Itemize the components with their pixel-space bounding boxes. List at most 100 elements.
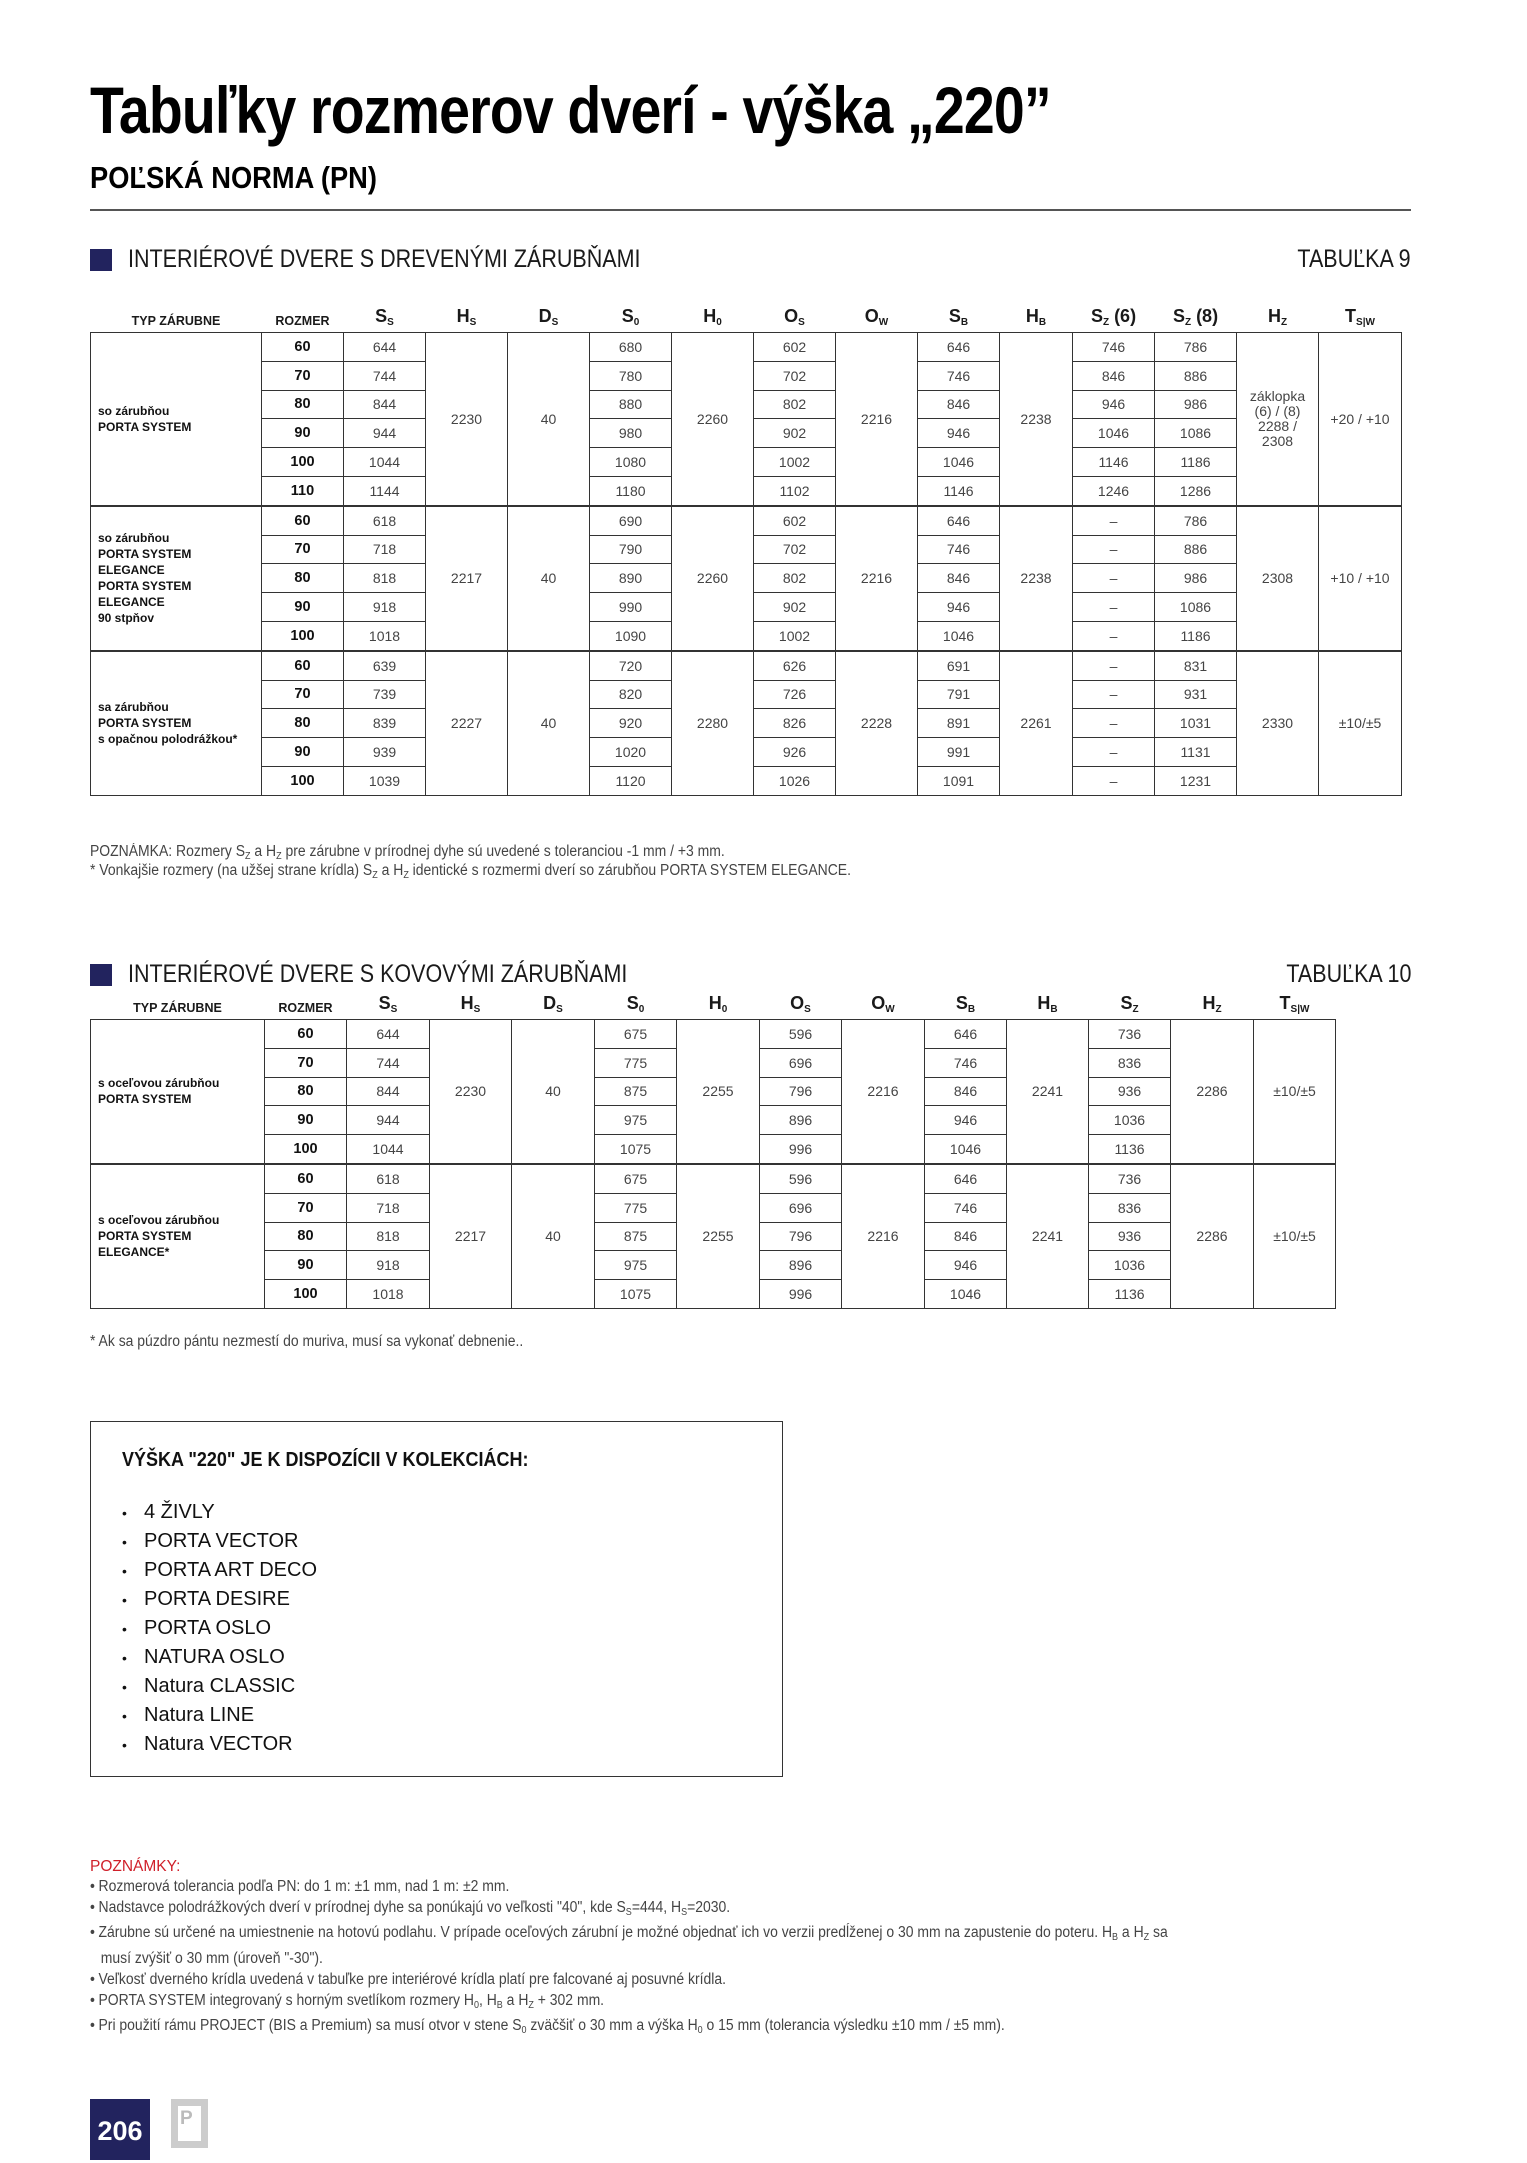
value-cell: 1039 (343, 765, 426, 796)
value-cell: 602 (753, 332, 836, 362)
table-row: 90 944 980 902 946 1046 1086 (91, 418, 1402, 449)
note-text: Rozmerová tolerancia podľa PN: do 1 m: ±… (95, 1878, 510, 1895)
value-cell: 602 (753, 504, 836, 536)
note-line: • Veľkosť dverného krídla uvedená v tabuľ… (90, 1970, 1168, 1991)
size-cell: 60 (261, 504, 344, 536)
value-cell: 890 (589, 563, 672, 594)
subscript: 0 (521, 2025, 527, 2037)
text-segment: a H (250, 843, 277, 860)
frame-type-cell: s oceľovou zárubňou PORTA SYSTEM ELEGANCE* (90, 1162, 265, 1309)
section-heading-metal-frames: INTERIÉROVÉ DVERE S KOVOVÝMI ZÁRUBŇAMI T… (90, 960, 1411, 990)
size-cell: 60 (261, 332, 344, 362)
header-sub: S (804, 1004, 811, 1015)
text-segment: Veľkosť dverného krídla uvedená v tabuľk… (98, 1970, 727, 1988)
value-cell: 1044 (346, 1134, 430, 1165)
value-cell: 1246 (1072, 475, 1155, 507)
value-cell: 1080 (589, 447, 672, 477)
subscript: Z (372, 870, 378, 881)
column-header: SS (347, 993, 430, 1020)
ds-cell: 40 (507, 649, 590, 796)
value-cell: 991 (917, 737, 1000, 767)
size-cell: 100 (261, 447, 344, 477)
column-header: OW (842, 993, 925, 1020)
value-cell: 926 (753, 737, 836, 767)
table-row: 70 744 775 696 746 836 (91, 1047, 1336, 1078)
value-cell: 720 (589, 649, 672, 681)
header-main: S (375, 306, 388, 326)
value-cell: 936 (1088, 1221, 1171, 1252)
table-row: 80 839 920 826 891 –1031 (91, 708, 1402, 739)
value-cell: 744 (343, 360, 426, 391)
value-cell: 702 (753, 360, 836, 391)
header-main: S (378, 993, 391, 1013)
value-cell: 986 (1154, 563, 1237, 594)
section-marker-icon (90, 964, 112, 986)
header-main: S (948, 306, 961, 326)
size-cell: 100 (261, 620, 344, 652)
value-cell: 944 (343, 418, 426, 449)
column-header: HS (430, 993, 512, 1020)
bullet-icon: • (90, 1924, 95, 1942)
header-sub: S|W (1290, 1004, 1310, 1015)
header-row: TYP ZÁRUBNE ROZMER SS HS DS S0 H0 OS OW SB HB SZ HZ T… (91, 993, 1336, 1020)
text-segment: pre zárubne v prírodnej dyhe sú uvedené … (281, 843, 725, 860)
ow-cell: 2216 (841, 1018, 925, 1165)
tsw-cell: ±10/±5 (1253, 1162, 1336, 1309)
note-text: Nadstavce polodrážkových dverí v prírodn… (95, 1899, 730, 1918)
header-sub: Z (1215, 1004, 1222, 1015)
value-cell: 946 (1072, 389, 1155, 420)
notes-section: POZNÁMKY: • Rozmerová tolerancia podľa PN… (90, 1856, 1288, 2042)
value-cell: 939 (343, 737, 426, 767)
value-cell: – (1072, 504, 1155, 536)
table-row: so zárubňou PORTA SYSTEM 60 644 2230 40 680 226… (90, 331, 1402, 507)
column-header: TS|W (1319, 306, 1402, 333)
hs-cell: 2217 (429, 1162, 512, 1309)
text-segment: a H (377, 862, 404, 879)
value-cell: 1018 (346, 1279, 430, 1309)
value-cell: 836 (1088, 1192, 1171, 1223)
frame-type-line: s oceľovou zárubňou (98, 1213, 220, 1228)
bullet-icon: • (90, 1878, 95, 1895)
note-text: Pri použití rámu PROJECT (BIS a Premium)… (95, 2017, 1005, 2037)
header-main: H (1202, 993, 1216, 1013)
value-cell: 680 (589, 332, 672, 362)
value-cell: 802 (753, 389, 836, 420)
value-cell: 675 (594, 1019, 677, 1049)
column-header: TYP ZÁRUBNE (91, 993, 265, 1020)
porta-logo: P (171, 2099, 208, 2148)
section-title: INTERIÉROVÉ DVERE S DREVENÝMI ZÁRUBŇAMI (128, 245, 641, 273)
frame-type-cell: so zárubňou PORTA SYSTEM (90, 331, 262, 507)
value-cell: 920 (589, 708, 672, 739)
bullet-icon: • (90, 1970, 95, 1988)
value-cell: 975 (594, 1105, 677, 1136)
value-cell: 1075 (594, 1279, 677, 1309)
header-sub: W (885, 1004, 895, 1015)
table-label: TABUĽKA 9 (1297, 245, 1411, 273)
subscript: 0 (697, 2025, 703, 2037)
column-header: TYP ZÁRUBNE (91, 306, 262, 333)
bullet-icon: • (122, 1534, 127, 1550)
table-note: * Vonkajšie rozmery (na užšej strane krí… (90, 862, 851, 881)
frame-type-line: s opačnou polodrážkou* (98, 732, 238, 747)
value-cell: 946 (924, 1105, 1007, 1136)
value-cell: 846 (917, 563, 1000, 594)
header-row: TYP ZÁRUBNE ROZMER SS HS DS S0 H0 OS OW SB HB SZ (6… (91, 306, 1402, 333)
ow-cell: 2216 (835, 504, 918, 652)
value-cell: 675 (594, 1162, 677, 1194)
value-cell: 726 (753, 679, 836, 710)
header-sub: B (967, 1004, 976, 1015)
header-sub: S (556, 1004, 563, 1015)
bullet-icon: • (122, 1708, 127, 1724)
value-cell: 1046 (917, 620, 1000, 652)
value-cell: 775 (594, 1192, 677, 1223)
value-cell: 891 (917, 708, 1000, 739)
header-sub: S (798, 317, 805, 328)
note-text: Zárubne sú určené na umiestnenie na hoto… (95, 1924, 1167, 1944)
header-main: O (871, 993, 886, 1013)
bullet-icon: • (90, 2017, 95, 2035)
subscript: Z (1143, 1932, 1150, 1944)
value-cell: 736 (1088, 1019, 1171, 1049)
value-cell: 780 (589, 360, 672, 391)
value-cell: 818 (343, 563, 426, 594)
value-cell: 696 (759, 1192, 842, 1223)
